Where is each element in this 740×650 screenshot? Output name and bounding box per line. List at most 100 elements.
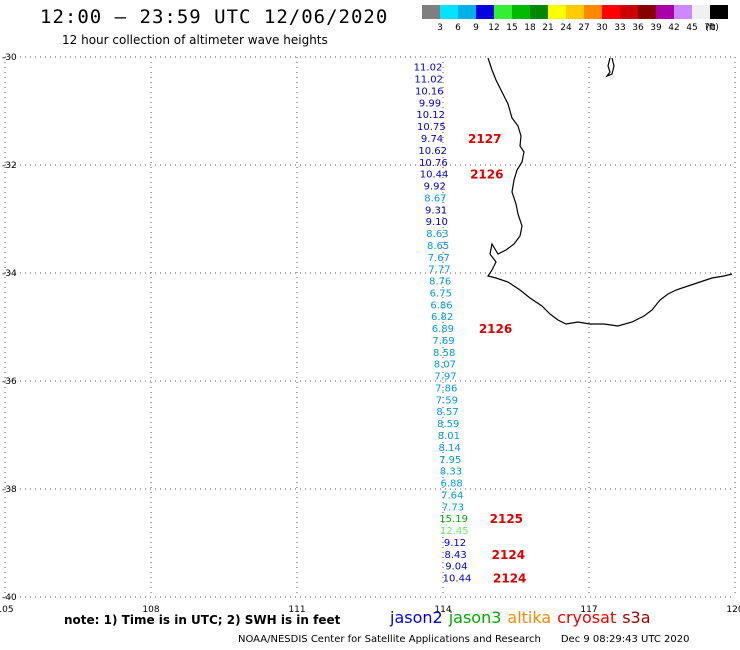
wave-height-value: 10.16 [415,86,444,97]
wave-height-value: 10.44 [443,574,472,585]
latitude-tick-label: -36 [2,377,17,387]
legend-swatch [602,5,620,19]
wave-height-value: 8.76 [429,277,451,288]
footer-note: note: 1) Time is in UTC; 2) SWH is in fe… [64,613,341,627]
legend-swatch [530,5,548,19]
wave-height-value: 7.69 [432,336,454,347]
latitude-tick-label: -34 [2,269,17,279]
wave-height-value: 9.12 [444,538,466,549]
legend-label: 18 [524,23,536,33]
legend-label: 21 [542,23,554,33]
wave-height-value: 6.88 [440,479,462,490]
wave-height-value: 7.86 [435,383,457,394]
wave-height-value: 11.02 [414,63,443,74]
wave-height-value: 9.31 [425,205,447,216]
legend-swatch [710,5,728,19]
satellite-name: cryosat [557,608,617,627]
legend-swatch [512,5,530,19]
legend-swatch [548,5,566,19]
legend-swatch [566,5,584,19]
longitude-tick-label: 108 [142,605,159,615]
legend-swatch [476,5,494,19]
axis-labels: 105 108 111 114 117 120 -30 -32 -34 -36 -38 -40 [0,53,740,615]
wave-height-value: 8.07 [434,360,456,371]
satellite-name: jason3 [448,608,502,627]
wave-height-value: 8.59 [437,419,459,430]
legend-label: 42 [668,23,680,33]
wave-height-value: 7.97 [434,372,456,383]
map-subtitle: 12 hour collection of altimeter wave hei… [62,33,328,47]
legend-label: 24 [560,23,572,33]
wave-height-value: 9.92 [424,182,446,193]
pass-time-label: 2125 [490,512,523,526]
wave-height-value: 8.01 [438,431,460,442]
wave-height-value: 9.99 [419,98,441,109]
generated-timestamp: Dec 9 08:29:43 UTC 2020 [560,634,690,645]
wave-height-value: 6.89 [432,324,454,335]
legend-swatch [440,5,458,19]
wave-height-value: 10.44 [420,170,449,181]
credit-text: NOAA/NESDIS Center for Satellite Applica… [238,634,541,645]
wave-height-value: 8.63 [426,229,448,240]
legend-label: 6 [455,23,461,33]
legend-label: 70 [704,23,716,33]
longitude-tick-label: 114 [434,605,451,615]
wave-height-value: 11.02 [414,75,443,86]
legend-label: 3 [437,23,443,33]
wave-height-value: 15.19 [439,514,468,525]
wave-height-value: 8.67 [424,193,446,204]
longitude-tick-label: 105 [0,605,14,615]
pass-time-label: 2124 [492,548,525,562]
australia-coastline [487,57,733,327]
legend-swatch [422,5,440,19]
legend-label: 9 [473,23,479,33]
pass-time-label: 2126 [470,168,503,182]
pass-time-label: 2124 [493,572,526,586]
longitude-tick-label: 111 [288,605,305,615]
wave-height-value: 6.82 [431,312,453,323]
wave-height-value: 8.14 [438,443,460,454]
satellite-key: jason2 jason3 altika cryosat s3a [390,608,657,627]
latitude-tick-label: -30 [2,53,17,63]
wave-height-value: 8.33 [440,467,462,478]
wave-height-legend: 3 6 9 12 15 18 21 24 27 30 33 36 39 42 45 70 (ft) [422,5,730,35]
latitude-tick-label: -38 [2,485,17,495]
wave-height-value: 10.62 [418,146,447,157]
wave-height-value: 7.77 [428,265,450,276]
wave-height-value: 8.57 [436,407,458,418]
latitude-tick-label: -40 [2,593,17,603]
legend-label: 12 [488,23,500,33]
longitude-tick-label: 117 [580,605,597,615]
pass-time-label: 2126 [479,322,512,336]
wave-height-track: 11.0211.0210.169.9910.1210.759.7410.6210… [414,63,472,585]
legend-label: 27 [578,23,590,33]
latitude-tick-label: -32 [2,161,17,171]
legend-swatch [656,5,674,19]
legend-swatch [692,5,710,19]
legend-label: 36 [632,23,644,33]
legend-label: 33 [614,23,626,33]
pass-time-labels: 2127 2126 2126 2125 2124 2124 [468,132,526,586]
legend-label: 15 [506,23,518,33]
legend-swatch [494,5,512,19]
longitude-tick-label: 120 [726,605,740,615]
wave-height-value: 8.58 [433,348,455,359]
legend-label: 45 [686,23,698,33]
wave-height-value: 7.67 [428,253,450,264]
legend-swatch [638,5,656,19]
wave-height-value: 8.65 [427,241,449,252]
satellite-name: altika [507,608,552,627]
legend-unit: (ft) [705,23,719,33]
inlet-coastline [605,57,615,78]
legend-label: 39 [650,23,662,33]
wave-height-value: 7.59 [436,395,458,406]
wave-height-value: 7.73 [442,502,464,513]
wave-height-value: 6.86 [430,300,452,311]
wave-height-value: 9.04 [445,562,467,573]
legend-label: 30 [596,23,608,33]
satellite-name: jason2 [390,608,443,627]
wave-height-value: 10.76 [419,158,448,169]
wave-height-value: 10.75 [417,122,446,133]
wave-height-value: 7.64 [441,490,463,501]
legend-swatch [674,5,692,19]
